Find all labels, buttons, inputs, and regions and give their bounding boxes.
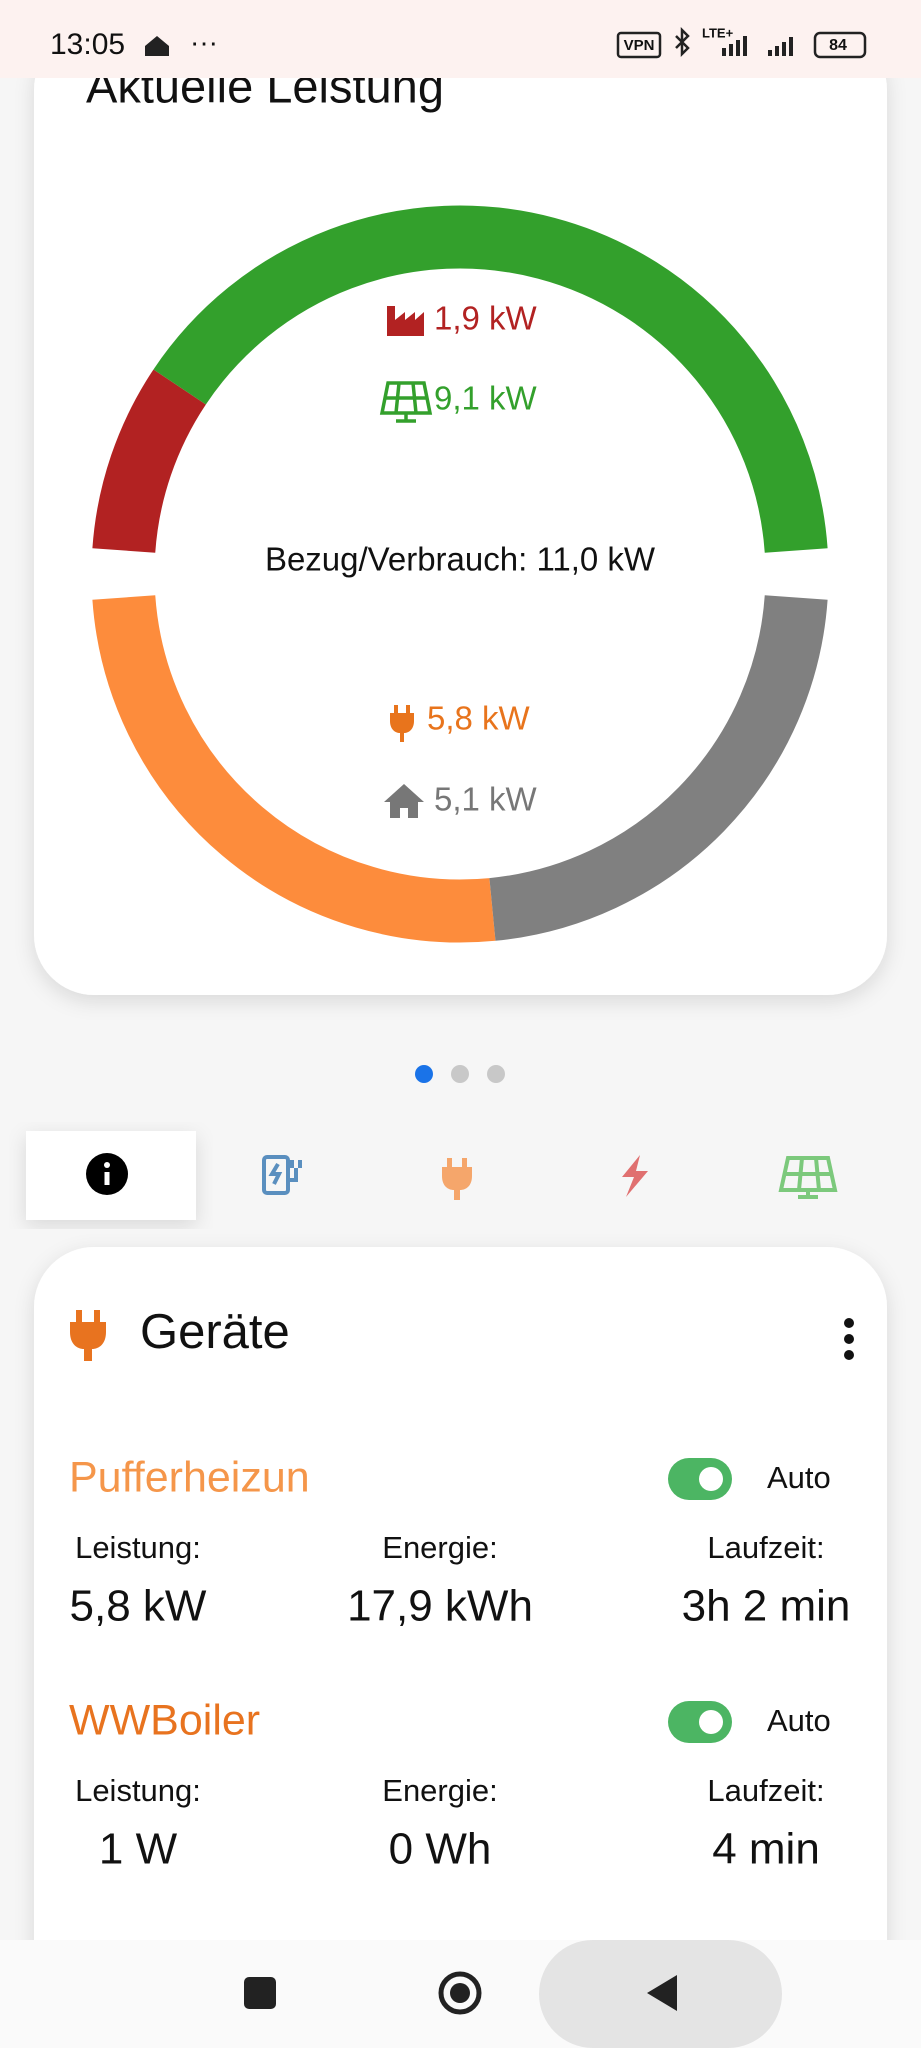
bluetooth-icon — [675, 26, 690, 58]
grid-icon — [387, 306, 424, 336]
consumer-label: 5,8 kW — [427, 700, 531, 737]
page-dot[interactable] — [451, 1065, 469, 1083]
source-label: 1,9 kW — [434, 300, 538, 337]
field-label: Energie: — [382, 1530, 497, 1565]
vpn-box — [616, 31, 662, 59]
field-label: Leistung: — [75, 1773, 201, 1808]
donut-segment — [92, 369, 207, 554]
devices-title: Geräte — [140, 1305, 290, 1359]
tab-grid[interactable] — [622, 1155, 648, 1197]
status-time: 13:05 — [50, 28, 125, 61]
solar-icon — [379, 381, 433, 423]
field-value: 17,9 kWh — [347, 1582, 533, 1631]
status-icon — [145, 36, 169, 56]
donut — [92, 205, 828, 943]
tab-wallbox[interactable] — [262, 1155, 302, 1195]
devices-icon — [70, 1310, 106, 1361]
field-value: 0 Wh — [389, 1825, 492, 1874]
toggle-knob[interactable] — [699, 1710, 723, 1734]
status-more: ··· — [190, 26, 218, 57]
battery-box — [813, 31, 867, 59]
network-label: LTE+ — [702, 25, 734, 40]
field-label: Laufzeit: — [707, 1530, 824, 1565]
page-dot[interactable] — [415, 1065, 433, 1083]
field-value: 1 W — [99, 1825, 178, 1874]
tab-info[interactable] — [86, 1153, 128, 1195]
nav-recent[interactable] — [244, 1977, 276, 2009]
menu-button[interactable] — [844, 1318, 854, 1360]
field-value: 4 min — [712, 1825, 820, 1874]
nav-back[interactable] — [647, 1975, 677, 2011]
field-value: 5,8 kW — [70, 1582, 207, 1631]
field-label: Laufzeit: — [707, 1773, 824, 1808]
page-dot[interactable] — [487, 1065, 505, 1083]
source-label: 9,1 kW — [434, 380, 538, 417]
field-value: 3h 2 min — [682, 1582, 851, 1631]
device-mode: Auto — [767, 1460, 831, 1495]
field-label: Leistung: — [75, 1530, 201, 1565]
vpn-label: VPN — [624, 37, 655, 54]
consumer-label: 5,1 kW — [434, 781, 538, 818]
toggle-knob[interactable] — [699, 1467, 723, 1491]
plug-icon — [390, 705, 414, 742]
device-list: Pufferheizun Auto Leistung: 5,8 kW Energie: 1… — [69, 1453, 850, 1873]
device-mode: Auto — [767, 1703, 831, 1738]
battery-label: 84 — [829, 37, 847, 54]
device-name: WWBoiler — [69, 1696, 260, 1744]
device-name: Pufferheizun — [69, 1453, 310, 1501]
tab-solar[interactable] — [778, 1156, 838, 1199]
nav-home[interactable] — [438, 1971, 482, 2015]
power-card — [34, 30, 887, 995]
tab-plug[interactable] — [442, 1158, 472, 1200]
donut-segment — [92, 595, 496, 943]
signal-icon — [722, 36, 793, 56]
donut-segment — [489, 595, 828, 941]
field-label: Energie: — [382, 1773, 497, 1808]
devices-card — [34, 1247, 887, 2007]
status-bar — [0, 0, 921, 78]
house-icon — [384, 784, 424, 818]
center-label: Bezug/Verbrauch: 11,0 kW — [265, 541, 656, 578]
donut-segment — [153, 205, 828, 553]
